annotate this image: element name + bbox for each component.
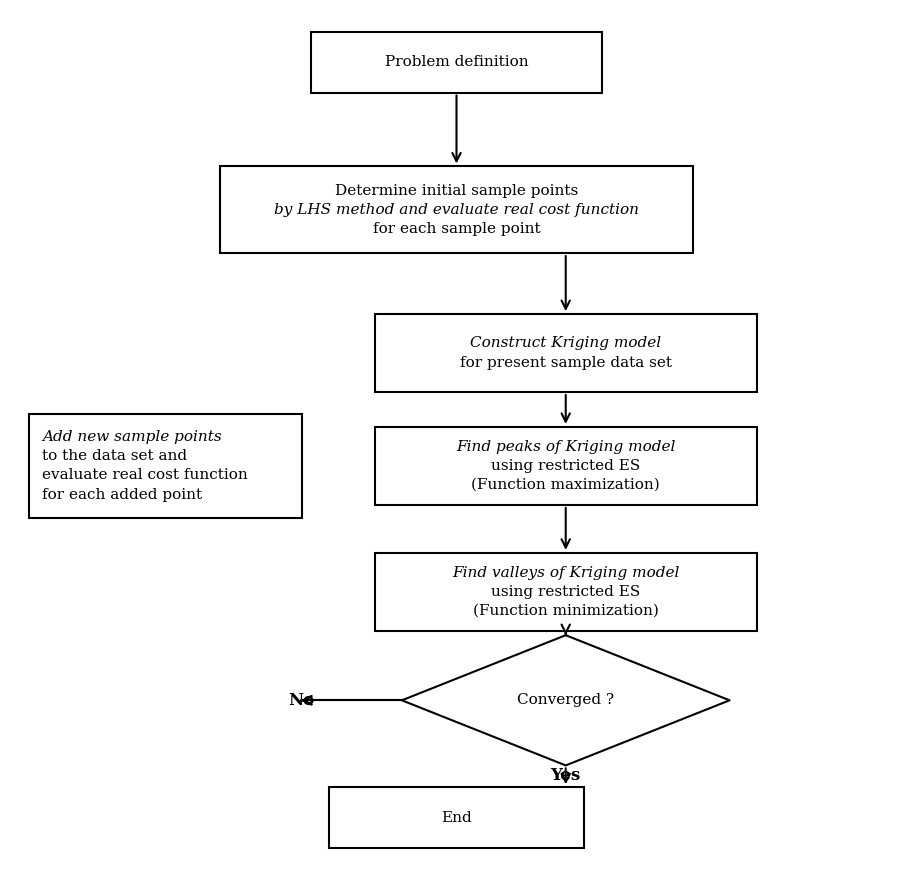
- FancyBboxPatch shape: [374, 427, 757, 505]
- Text: evaluate real cost function: evaluate real cost function: [42, 469, 248, 483]
- Text: (Function maximization): (Function maximization): [471, 478, 660, 492]
- Text: Problem definition: Problem definition: [384, 55, 529, 69]
- Text: Find peaks of Kriging model: Find peaks of Kriging model: [456, 440, 676, 454]
- Text: for each sample point: for each sample point: [373, 222, 540, 236]
- Text: Add new sample points: Add new sample points: [42, 430, 222, 444]
- Text: Yes: Yes: [551, 767, 581, 785]
- Text: for present sample data set: for present sample data set: [460, 355, 672, 369]
- Text: for each added point: for each added point: [42, 488, 203, 502]
- Text: by LHS method and evaluate real cost function: by LHS method and evaluate real cost fun…: [274, 203, 639, 217]
- Text: Find valleys of Kriging model: Find valleys of Kriging model: [452, 565, 679, 580]
- Polygon shape: [402, 635, 729, 766]
- Text: (Function minimization): (Function minimization): [473, 604, 658, 618]
- FancyBboxPatch shape: [374, 553, 757, 631]
- FancyBboxPatch shape: [374, 314, 757, 392]
- FancyBboxPatch shape: [28, 414, 302, 518]
- Text: Converged ?: Converged ?: [517, 693, 614, 707]
- FancyBboxPatch shape: [220, 166, 693, 253]
- FancyBboxPatch shape: [310, 31, 603, 92]
- Text: Determine initial sample points: Determine initial sample points: [335, 184, 578, 198]
- FancyBboxPatch shape: [329, 787, 584, 847]
- Text: to the data set and: to the data set and: [42, 449, 187, 463]
- Text: using restricted ES: using restricted ES: [491, 584, 640, 598]
- Text: End: End: [441, 811, 472, 825]
- Text: No: No: [289, 692, 315, 709]
- Text: Construct Kriging model: Construct Kriging model: [470, 336, 661, 350]
- Text: using restricted ES: using restricted ES: [491, 459, 640, 473]
